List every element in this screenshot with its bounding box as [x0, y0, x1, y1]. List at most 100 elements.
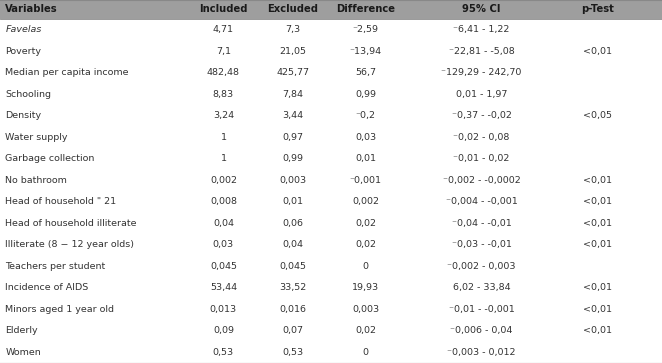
Text: ⁻129,29 - 242,70: ⁻129,29 - 242,70 [442, 68, 522, 77]
Bar [0, 62, 662, 83]
Text: 1: 1 [220, 154, 226, 163]
Text: 0,09: 0,09 [213, 326, 234, 335]
Text: ⁻0,01 - 0,02: ⁻0,01 - 0,02 [453, 154, 510, 163]
Text: 0,04: 0,04 [213, 219, 234, 228]
Text: ⁻0,002 - 0,003: ⁻0,002 - 0,003 [448, 262, 516, 271]
Text: 0,002: 0,002 [352, 197, 379, 206]
Text: <0,01: <0,01 [583, 46, 612, 56]
Text: Median per capita income: Median per capita income [5, 68, 129, 77]
Bar [0, 191, 662, 212]
Text: Elderly: Elderly [5, 326, 38, 335]
Text: Schooling: Schooling [5, 90, 51, 99]
Text: ⁻0,37 - -0,02: ⁻0,37 - -0,02 [451, 111, 512, 120]
Bar [0, 83, 662, 105]
Text: Difference: Difference [336, 4, 395, 15]
Bar [0, 105, 662, 126]
Text: 0,02: 0,02 [355, 326, 376, 335]
Text: 6,02 - 33,84: 6,02 - 33,84 [453, 283, 510, 292]
Bar [0, 256, 662, 277]
Text: <0,01: <0,01 [583, 305, 612, 314]
Bar [0, 0, 662, 19]
Text: 7,1: 7,1 [216, 46, 231, 56]
Text: Water supply: Water supply [5, 132, 68, 142]
Bar [0, 170, 662, 191]
Bar [0, 126, 662, 148]
Text: Density: Density [5, 111, 42, 120]
Text: 33,52: 33,52 [279, 283, 307, 292]
Text: 0,99: 0,99 [283, 154, 303, 163]
Bar [0, 277, 662, 298]
Bar [0, 298, 662, 320]
Text: ⁻22,81 - -5,08: ⁻22,81 - -5,08 [449, 46, 514, 56]
Bar [0, 320, 662, 342]
Text: Minors aged 1 year old: Minors aged 1 year old [5, 305, 115, 314]
Text: 0,01 - 1,97: 0,01 - 1,97 [456, 90, 507, 99]
Text: 0,045: 0,045 [210, 262, 237, 271]
Text: 0,045: 0,045 [279, 262, 307, 271]
Text: Variables: Variables [5, 4, 58, 15]
Text: 0,07: 0,07 [283, 326, 303, 335]
Text: ⁻0,02 - 0,08: ⁻0,02 - 0,08 [453, 132, 510, 142]
Text: Included: Included [199, 4, 248, 15]
Text: 7,3: 7,3 [285, 25, 301, 34]
Text: <0,05: <0,05 [583, 111, 612, 120]
Text: <0,01: <0,01 [583, 240, 612, 249]
Text: Women: Women [5, 348, 41, 357]
Text: Favelas: Favelas [5, 25, 42, 34]
Text: ⁻0,04 - -0,01: ⁻0,04 - -0,01 [451, 219, 512, 228]
Text: ⁻13,94: ⁻13,94 [350, 46, 382, 56]
Text: Illiterate (8 − 12 year olds): Illiterate (8 − 12 year olds) [5, 240, 134, 249]
Text: ⁻0,002 - -0,0002: ⁻0,002 - -0,0002 [443, 176, 520, 185]
Bar [0, 148, 662, 170]
Text: <0,01: <0,01 [583, 219, 612, 228]
Text: 0,03: 0,03 [355, 132, 376, 142]
Text: 0,016: 0,016 [279, 305, 307, 314]
Text: 0,03: 0,03 [213, 240, 234, 249]
Text: 0,53: 0,53 [213, 348, 234, 357]
Text: ⁻0,006 - 0,04: ⁻0,006 - 0,04 [450, 326, 513, 335]
Text: <0,01: <0,01 [583, 283, 612, 292]
Text: ⁻0,001: ⁻0,001 [350, 176, 382, 185]
Text: 7,84: 7,84 [283, 90, 303, 99]
Text: <0,01: <0,01 [583, 197, 612, 206]
Text: 0,003: 0,003 [352, 305, 379, 314]
Text: 0: 0 [363, 348, 369, 357]
Bar [0, 19, 662, 40]
Bar [0, 234, 662, 256]
Text: 1: 1 [220, 132, 226, 142]
Text: 0,01: 0,01 [355, 154, 376, 163]
Text: Teachers per student: Teachers per student [5, 262, 105, 271]
Text: Garbage collection: Garbage collection [5, 154, 95, 163]
Text: <0,01: <0,01 [583, 326, 612, 335]
Text: 21,05: 21,05 [279, 46, 307, 56]
Text: Head of household illiterate: Head of household illiterate [5, 219, 137, 228]
Bar [0, 40, 662, 62]
Text: ⁻0,01 - -0,001: ⁻0,01 - -0,001 [449, 305, 514, 314]
Text: 3,24: 3,24 [213, 111, 234, 120]
Text: 0,99: 0,99 [355, 90, 376, 99]
Text: 53,44: 53,44 [210, 283, 237, 292]
Text: 4,71: 4,71 [213, 25, 234, 34]
Text: 0,97: 0,97 [283, 132, 303, 142]
Text: 482,48: 482,48 [207, 68, 240, 77]
Text: ⁻2,59: ⁻2,59 [353, 25, 379, 34]
Text: 0,002: 0,002 [210, 176, 237, 185]
Text: ⁻0,003 - 0,012: ⁻0,003 - 0,012 [448, 348, 516, 357]
Text: ⁻0,2: ⁻0,2 [355, 111, 376, 120]
Bar [0, 342, 662, 363]
Text: <0,01: <0,01 [583, 176, 612, 185]
Text: 56,7: 56,7 [355, 68, 376, 77]
Text: 0,02: 0,02 [355, 219, 376, 228]
Text: Poverty: Poverty [5, 46, 41, 56]
Bar [0, 212, 662, 234]
Text: 0,53: 0,53 [283, 348, 303, 357]
Text: p-Test: p-Test [581, 4, 614, 15]
Text: Excluded: Excluded [267, 4, 318, 15]
Text: 425,77: 425,77 [277, 68, 309, 77]
Text: 0,008: 0,008 [210, 197, 237, 206]
Text: 0,06: 0,06 [283, 219, 303, 228]
Text: 0,003: 0,003 [279, 176, 307, 185]
Text: 8,83: 8,83 [213, 90, 234, 99]
Text: 3,44: 3,44 [283, 111, 303, 120]
Text: 0,02: 0,02 [355, 240, 376, 249]
